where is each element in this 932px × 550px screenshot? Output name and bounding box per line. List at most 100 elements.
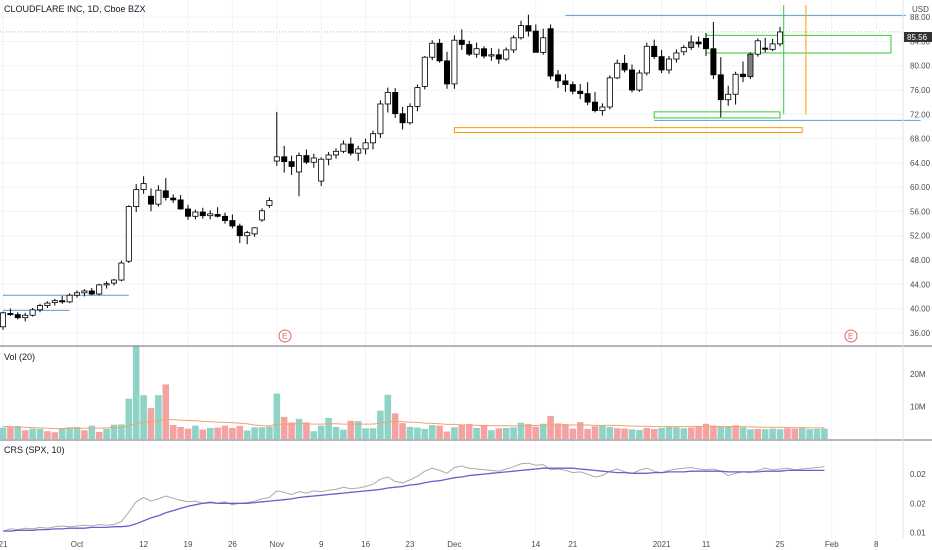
- candle-body: [710, 48, 717, 76]
- candle-body: [666, 58, 673, 71]
- candle: [673, 49, 680, 63]
- candle-body: [495, 54, 502, 60]
- candle-body: [214, 214, 221, 217]
- candle-body: [443, 60, 450, 85]
- volume-bar: [214, 427, 221, 439]
- candle-body: [44, 302, 51, 306]
- candle-body: [0, 312, 6, 328]
- price-tick-label: 64.00: [910, 159, 931, 168]
- volume-bar: [347, 420, 355, 439]
- volume-pane: [0, 346, 828, 439]
- candle-body: [414, 87, 421, 107]
- candle-body: [754, 40, 761, 55]
- candle-body: [680, 47, 687, 53]
- volume-bar: [532, 426, 540, 439]
- candle-body: [266, 200, 273, 206]
- candle-body: [303, 155, 310, 163]
- volume-bar: [288, 422, 295, 439]
- candle: [614, 59, 621, 80]
- volume-bar: [169, 425, 177, 439]
- candle: [754, 38, 761, 57]
- volume-bar: [813, 428, 821, 439]
- candle: [362, 138, 369, 155]
- volume-bar: [280, 416, 288, 439]
- volume-bar: [199, 429, 207, 439]
- candle: [629, 64, 636, 93]
- candle: [666, 56, 673, 74]
- candle-body: [540, 37, 547, 53]
- volume-bar: [791, 428, 799, 439]
- candle-body: [273, 156, 280, 162]
- volume-bar: [554, 423, 562, 439]
- candle-body: [103, 283, 110, 286]
- candle: [636, 69, 643, 92]
- volume-bar: [784, 428, 791, 439]
- candle-body: [399, 113, 406, 124]
- candle: [22, 312, 29, 322]
- drawings[interactable]: [3, 14, 921, 311]
- volume-bar: [29, 428, 36, 439]
- candle: [688, 35, 695, 50]
- volume-bar: [44, 431, 51, 439]
- candle-body: [503, 49, 510, 60]
- volume-bar: [636, 429, 643, 439]
- candle: [340, 140, 347, 154]
- candle: [503, 47, 510, 61]
- candle: [103, 281, 110, 289]
- volume-bar: [717, 426, 725, 439]
- candle: [532, 24, 539, 53]
- candle-body: [96, 284, 103, 295]
- candle-body: [577, 90, 584, 95]
- candle: [458, 29, 465, 50]
- price-tick-label: 56.00: [910, 207, 931, 216]
- earnings-marker[interactable]: E: [278, 329, 292, 343]
- candle: [14, 312, 21, 320]
- candle: [703, 32, 710, 56]
- volume-bar: [310, 431, 318, 439]
- candle: [74, 290, 81, 298]
- volume-bar: [621, 428, 628, 439]
- candle: [251, 227, 258, 237]
- candle: [436, 39, 443, 63]
- candle: [592, 91, 599, 113]
- volume-bar: [517, 422, 525, 439]
- volume-bar: [162, 384, 170, 439]
- candle: [125, 205, 132, 264]
- candle: [66, 293, 73, 304]
- candle-body: [177, 199, 184, 210]
- candle: [347, 137, 354, 156]
- candle-body: [762, 47, 769, 50]
- volume-bar: [695, 426, 702, 439]
- drawings-front[interactable]: [783, 5, 807, 115]
- candle: [569, 81, 576, 95]
- candle-body: [340, 143, 347, 152]
- candle-body: [281, 156, 288, 163]
- candle: [162, 178, 169, 201]
- candle: [88, 287, 95, 296]
- candle: [473, 42, 480, 58]
- earnings-marker[interactable]: E: [844, 329, 858, 343]
- volume-bar: [488, 430, 495, 439]
- volume-bar: [377, 410, 384, 439]
- candle: [355, 145, 362, 162]
- volume-bar: [354, 421, 362, 439]
- candle-body: [37, 305, 44, 311]
- candle-body: [392, 92, 399, 115]
- candle-body: [170, 197, 177, 201]
- candle: [740, 61, 747, 83]
- price-tick-label: 76.00: [910, 86, 931, 95]
- candle-body: [621, 62, 628, 71]
- volume-bar: [591, 426, 599, 439]
- candle-body: [133, 189, 140, 207]
- volume-bar: [710, 425, 717, 439]
- candle: [118, 260, 125, 282]
- volume-bar: [110, 424, 118, 439]
- volume-bar: [391, 413, 399, 439]
- volume-bar: [465, 424, 473, 439]
- volume-bar: [206, 427, 214, 439]
- time-tick-label: 2021: [653, 540, 671, 549]
- currency-label: USD: [912, 5, 929, 14]
- candle: [7, 308, 14, 316]
- candle: [555, 69, 562, 89]
